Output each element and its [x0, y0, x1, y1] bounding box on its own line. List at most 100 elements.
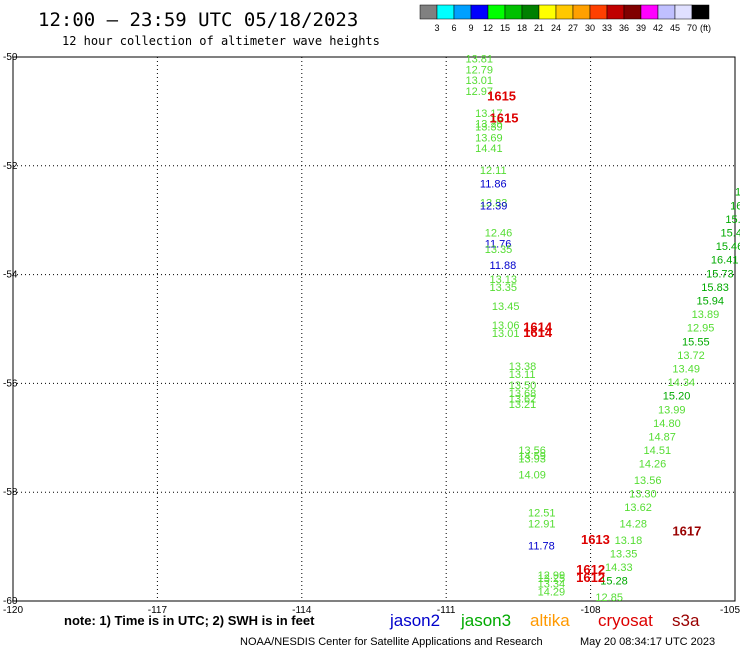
swh-value: 12.97 — [465, 86, 493, 98]
swh-value: 13.25 — [475, 119, 503, 131]
swh-value: 14.09 — [518, 470, 546, 482]
swh-value: 13.81 — [465, 53, 493, 65]
swh-value: 12.85 — [595, 592, 623, 604]
swh-value: 13.56 — [634, 475, 662, 487]
swh-value: 16 — [730, 200, 740, 212]
scale-label: 70 — [687, 23, 697, 33]
x-tick-label: -108 — [581, 605, 601, 616]
scale-swatch — [504, 4, 523, 20]
swh-value: 13.62 — [509, 393, 537, 405]
satellite-legend: jason2 jason3 altika cryosat s3a — [389, 611, 700, 630]
scale-swatch — [589, 4, 608, 20]
x-tick-label: -114 — [292, 605, 312, 616]
swh-value: 12.95 — [687, 323, 715, 335]
scale-swatch — [606, 4, 625, 20]
scale-swatch — [487, 4, 506, 20]
swh-value: 12.91 — [528, 519, 556, 531]
swh-value: 12.51 — [528, 508, 556, 520]
swh-value: 13.35 — [485, 244, 513, 256]
scale-label: 24 — [551, 23, 561, 33]
swh-value: 13.30 — [629, 489, 657, 501]
scale-label: 3 — [434, 23, 439, 33]
plot-frame — [12, 56, 736, 602]
scale-swatch — [691, 4, 710, 20]
scale-swatch — [419, 4, 438, 20]
scale-swatch — [470, 4, 489, 20]
swh-value: 15.20 — [663, 391, 691, 403]
swh-value: 15.73 — [706, 268, 734, 280]
satellite-jason3: jason3 — [460, 611, 511, 630]
scale-label: 45 — [670, 23, 680, 33]
swh-value: 11.86 — [480, 179, 507, 191]
swh-value: 11.76 — [485, 238, 512, 250]
pass-number: 1614 — [523, 320, 553, 335]
swh-value: 13.21 — [509, 399, 537, 411]
swh-value: 13.39 — [475, 121, 503, 133]
y-tick-label: -58 — [3, 487, 18, 498]
swh-value: 14.34 — [668, 377, 696, 389]
swh-value: 14.80 — [653, 418, 681, 430]
scale-label: 36 — [619, 23, 629, 33]
scale-label: 9 — [468, 23, 473, 33]
scale-label: 18 — [517, 23, 527, 33]
swh-value: 13.13 — [490, 274, 518, 286]
scale-label: 15 — [500, 23, 510, 33]
scale-label: 42 — [653, 23, 663, 33]
pass-number: 1612 — [576, 562, 605, 577]
footer-note: note: 1) Time is in UTC; 2) SWH is in fe… — [64, 613, 315, 628]
grid-lines — [13, 57, 735, 601]
scale-swatch — [623, 4, 642, 20]
swh-value: 12.11 — [480, 165, 507, 177]
corner-tick-label: -105 — [720, 605, 740, 616]
pass-number: 1612 — [576, 570, 605, 585]
swh-value: 13.72 — [677, 350, 705, 362]
swh-value: 13.99 — [658, 404, 686, 416]
satellite-altika: altika — [530, 611, 570, 630]
satellite-cryosat: cryosat — [598, 611, 653, 630]
swh-value: 13.35 — [490, 282, 518, 294]
scale-swatch — [657, 4, 676, 20]
scale-swatch — [555, 4, 574, 20]
scale-swatch — [453, 4, 472, 20]
scale-swatch — [436, 4, 455, 20]
corner-tick-label: -120 — [3, 605, 23, 616]
y-tick-label: -52 — [3, 161, 18, 172]
swh-value: 14.33 — [605, 562, 633, 574]
swh-value: 12.39 — [480, 200, 508, 212]
swh-value: 13.56 — [518, 445, 546, 457]
swh-value: 14.59 — [518, 451, 546, 463]
swh-value: 13.38 — [509, 361, 537, 373]
footer-credit: NOAA/NESDIS Center for Satellite Applica… — [240, 636, 543, 648]
y-tick-label: -56 — [3, 378, 18, 389]
swh-value: 13.01 — [492, 328, 520, 340]
scale-label: 33 — [602, 23, 612, 33]
swh-value: 13.83 — [480, 198, 508, 210]
swh-value: 13.01 — [465, 75, 493, 87]
plot-area: -117 -114 -111 -108 -52 -54 -56 -58 -50 -60-120 -1… — [3, 52, 740, 616]
swh-value: 15.28 — [600, 576, 628, 588]
swh-value: 1 — [735, 187, 740, 199]
scale-label: 6 — [451, 23, 456, 33]
swh-value: 11.78 — [528, 540, 555, 552]
scale-swatch — [674, 4, 693, 20]
swh-value: 13.25 — [538, 573, 566, 585]
satellite-jason2: jason2 — [389, 611, 440, 630]
swh-value: 13.93 — [518, 453, 546, 465]
swh-value: 15.46 — [716, 241, 740, 253]
pass-number: 1615 — [487, 89, 516, 104]
scale-label: 39 — [636, 23, 646, 33]
swh-value: 14.41 — [475, 143, 503, 155]
swh-value: 16.41 — [711, 255, 739, 267]
swh-value: 15.4 — [721, 228, 740, 240]
scale-swatch — [640, 4, 659, 20]
swh-points: 13.8112.7913.0112.9713.1713.2513.3913.69… — [465, 53, 740, 604]
scale-label: 12 — [483, 23, 493, 33]
swh-value: 13.50 — [509, 380, 537, 392]
swh-value: 14.87 — [648, 432, 676, 444]
scale-label: 30 — [585, 23, 595, 33]
corner-tick-label: -60 — [3, 596, 18, 607]
swh-value: 11.88 — [490, 260, 517, 272]
swh-value: 13.68 — [509, 388, 537, 400]
swh-value: 15.94 — [696, 296, 724, 308]
